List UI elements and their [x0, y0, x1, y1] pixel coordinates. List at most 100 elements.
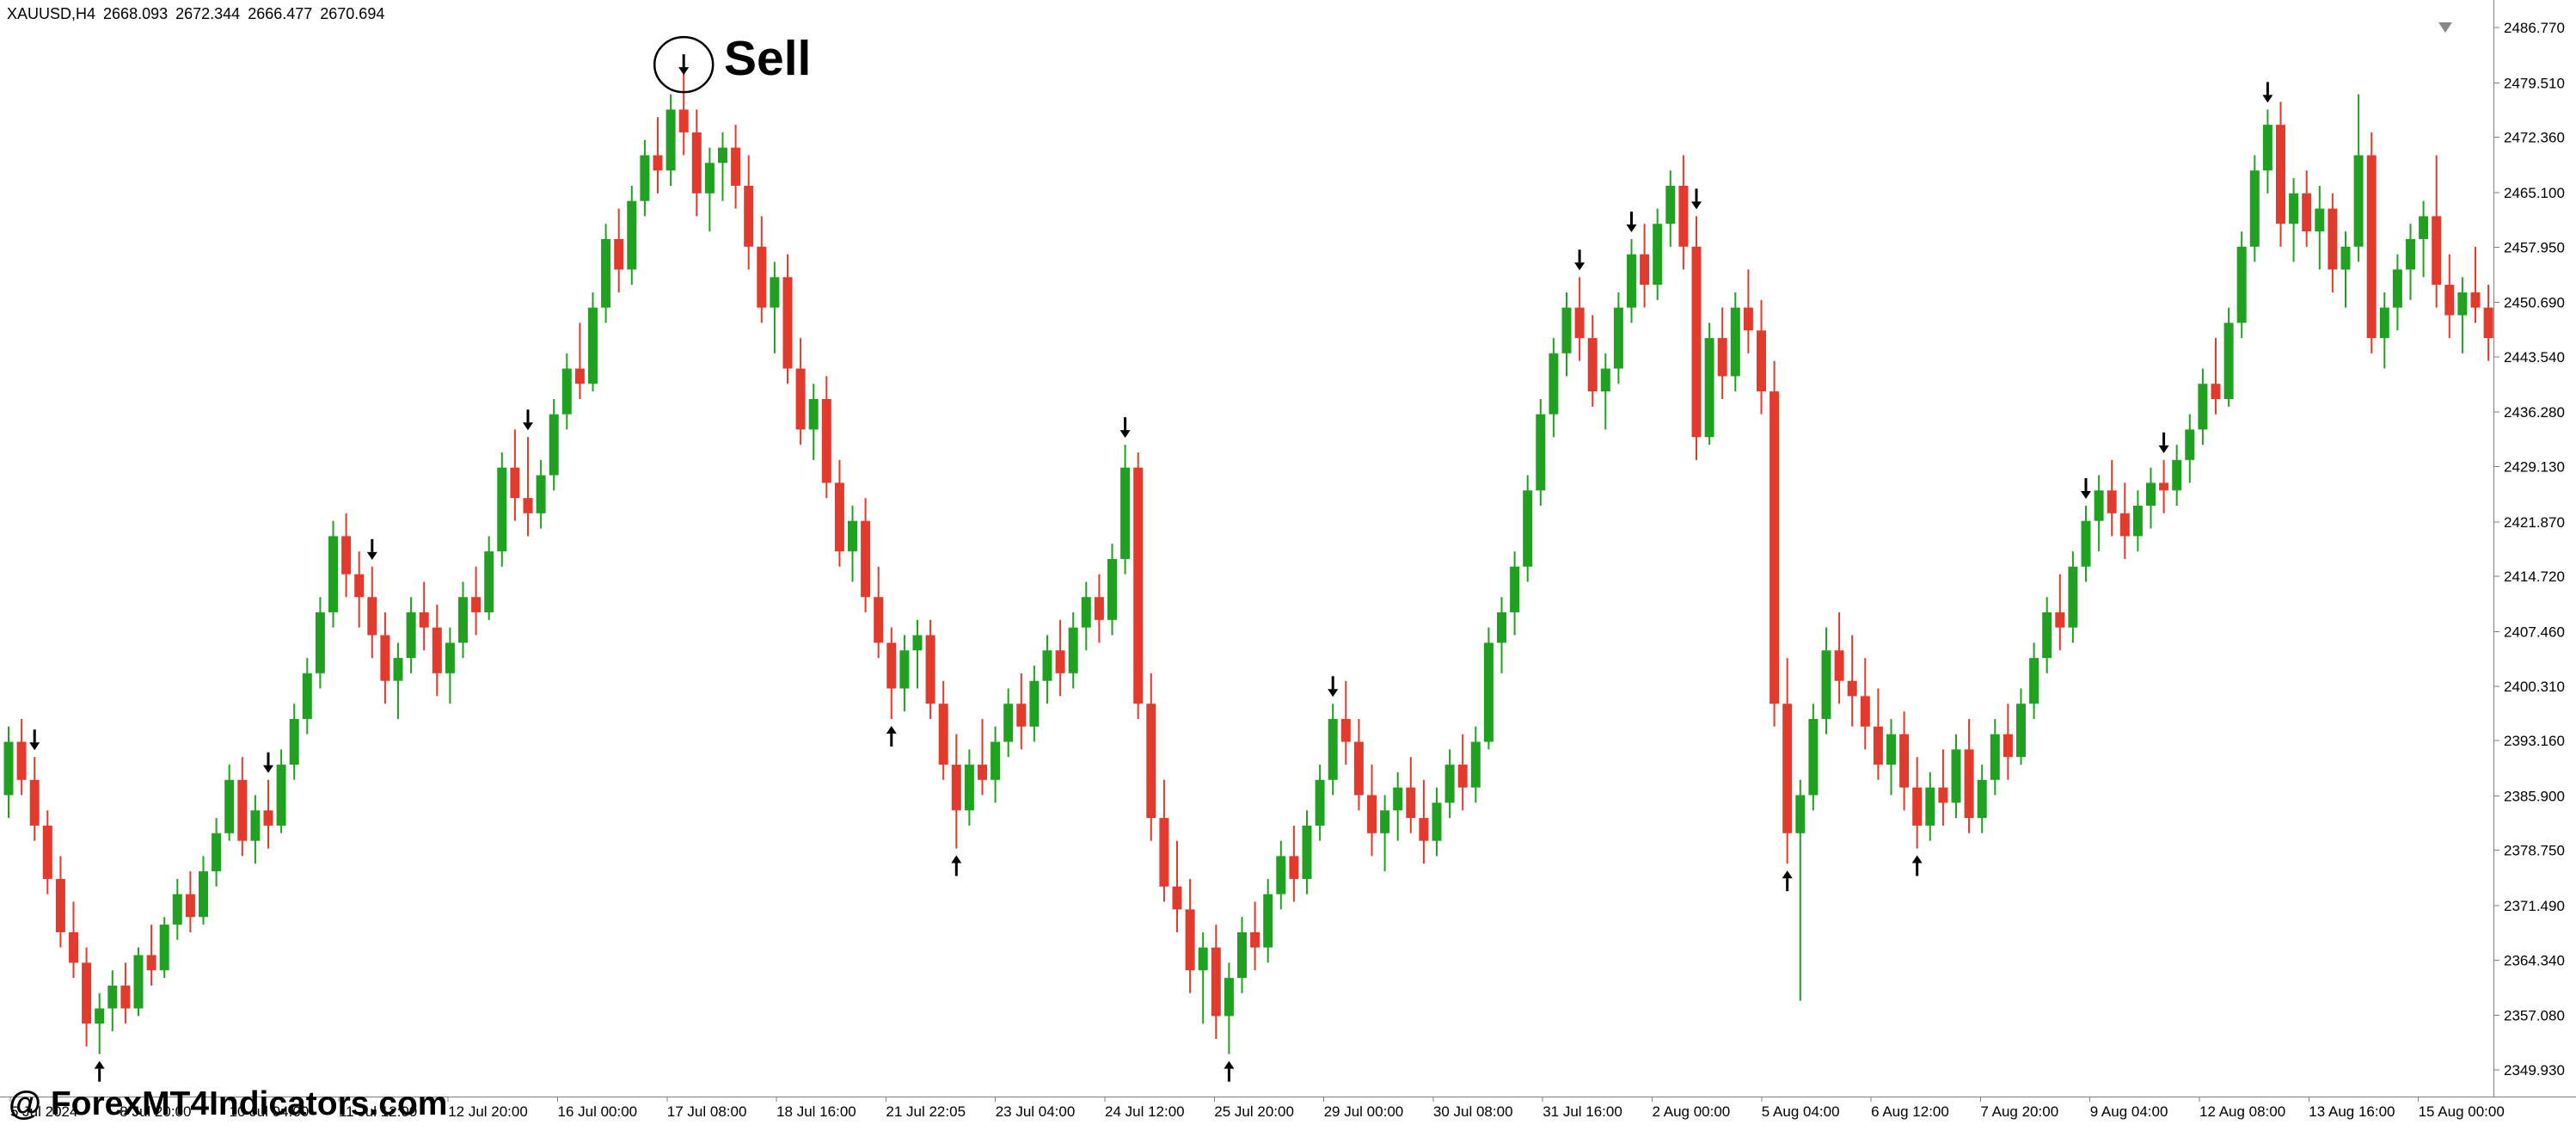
candle: [2340, 246, 2351, 270]
candle: [2081, 520, 2091, 567]
candle: [951, 765, 961, 811]
candle: [107, 985, 118, 1009]
price-axis-label: 2472.360: [2504, 130, 2565, 146]
candle: [1185, 909, 1195, 971]
candle: [938, 704, 948, 765]
time-axis-label: 10 Jul 04:00: [230, 1103, 310, 1120]
candle: [2483, 307, 2493, 339]
candle: [1691, 246, 1702, 438]
chart-shift-marker[interactable]: [2438, 22, 2452, 33]
candle: [445, 642, 455, 673]
candle: [665, 109, 676, 171]
candle: [146, 955, 156, 971]
candle: [2444, 285, 2455, 316]
candle: [2406, 238, 2415, 270]
candle: [678, 109, 689, 132]
candle: [874, 597, 884, 643]
candle: [861, 520, 871, 598]
candle: [1094, 597, 1104, 620]
candle: [588, 307, 598, 384]
candle: [341, 536, 352, 575]
candle: [795, 368, 806, 430]
candle: [328, 536, 338, 612]
candle: [354, 574, 365, 598]
candle: [1055, 650, 1065, 673]
candle: [653, 155, 663, 171]
sell-arrow-icon: [523, 422, 533, 431]
sell-arrow-icon: [678, 67, 690, 76]
candle: [2198, 384, 2208, 430]
candle: [1340, 718, 1351, 742]
candle: [1016, 704, 1027, 727]
candle: [82, 962, 92, 1024]
candle: [1769, 391, 1780, 704]
buy-arrow-icon: [1911, 855, 1923, 863]
candle: [55, 878, 65, 932]
price-axis[interactable]: 2486.770 2479.510 2472.360 2465.100 2457.950…: [2493, 20, 2565, 1078]
sell-arrow-icon: [1119, 430, 1131, 439]
candle: [549, 414, 559, 476]
price-axis-label: 2385.900: [2504, 788, 2565, 804]
candle: [172, 894, 182, 925]
candle: [1120, 467, 1131, 559]
buy-arrow-icon: [1782, 870, 1793, 879]
time-axis-label: 31 Jul 16:00: [1543, 1103, 1622, 1120]
time-axis[interactable]: 5 Jul 2024 8 Jul 20:00 10 Jul 04:00 11 Jul …: [9, 1097, 2505, 1120]
candle: [315, 611, 325, 673]
candle: [2432, 216, 2442, 286]
symbol-period: XAUUSD,H4: [7, 5, 96, 22]
price-axis-label: 2407.460: [2504, 624, 2565, 640]
candle: [2262, 125, 2272, 171]
candle: [120, 985, 131, 1009]
sell-arrow-icon: [1574, 262, 1585, 271]
time-axis-label: 23 Jul 04:00: [996, 1103, 1076, 1120]
candle: [276, 765, 286, 826]
candle: [1653, 224, 1663, 286]
candle: [2379, 307, 2389, 339]
candle: [69, 931, 78, 963]
candle: [1289, 856, 1299, 879]
candle: [912, 635, 923, 651]
price-axis-label: 2429.130: [2504, 459, 2565, 476]
candle: [42, 825, 52, 879]
candle: [1886, 734, 1896, 765]
candle: [432, 627, 442, 673]
candle: [1665, 185, 1676, 224]
candle: [1678, 185, 1689, 247]
candle: [627, 200, 637, 270]
buy-arrow-icon: [886, 725, 897, 734]
candle: [1406, 787, 1416, 819]
candle: [2029, 658, 2039, 704]
time-axis-label: 11 Jul 12:00: [339, 1103, 417, 1120]
candle: [1860, 696, 1870, 727]
candle: [1964, 749, 1974, 819]
candle: [1042, 650, 1052, 681]
candle: [1821, 650, 1831, 719]
candle: [2353, 155, 2364, 247]
candle: [1081, 597, 1091, 628]
candle: [2470, 292, 2481, 308]
sell-arrow-icon: [2158, 445, 2169, 453]
candle: [1302, 825, 1312, 879]
candle: [2094, 490, 2104, 521]
candle: [744, 185, 754, 247]
candle: [380, 635, 390, 681]
candle: [1977, 779, 1987, 819]
signals-layer: [29, 35, 2273, 1082]
candle: [925, 635, 935, 704]
candle: [991, 741, 1001, 780]
buy-arrow-icon: [951, 855, 962, 863]
candle: [1198, 947, 1208, 971]
time-axis-label: 18 Jul 16:00: [776, 1103, 856, 1120]
watermark: @ ForexMT4Indicators.com: [9, 1085, 448, 1122]
candle: [1990, 734, 2000, 780]
candle: [2211, 384, 2221, 399]
time-axis-label: 12 Jul 20:00: [448, 1103, 528, 1120]
candle: [2159, 482, 2169, 491]
candle: [561, 368, 572, 415]
price-axis-label: 2486.770: [2504, 20, 2565, 36]
candle: [886, 642, 897, 689]
candle: [1782, 704, 1793, 833]
candle: [237, 779, 248, 841]
